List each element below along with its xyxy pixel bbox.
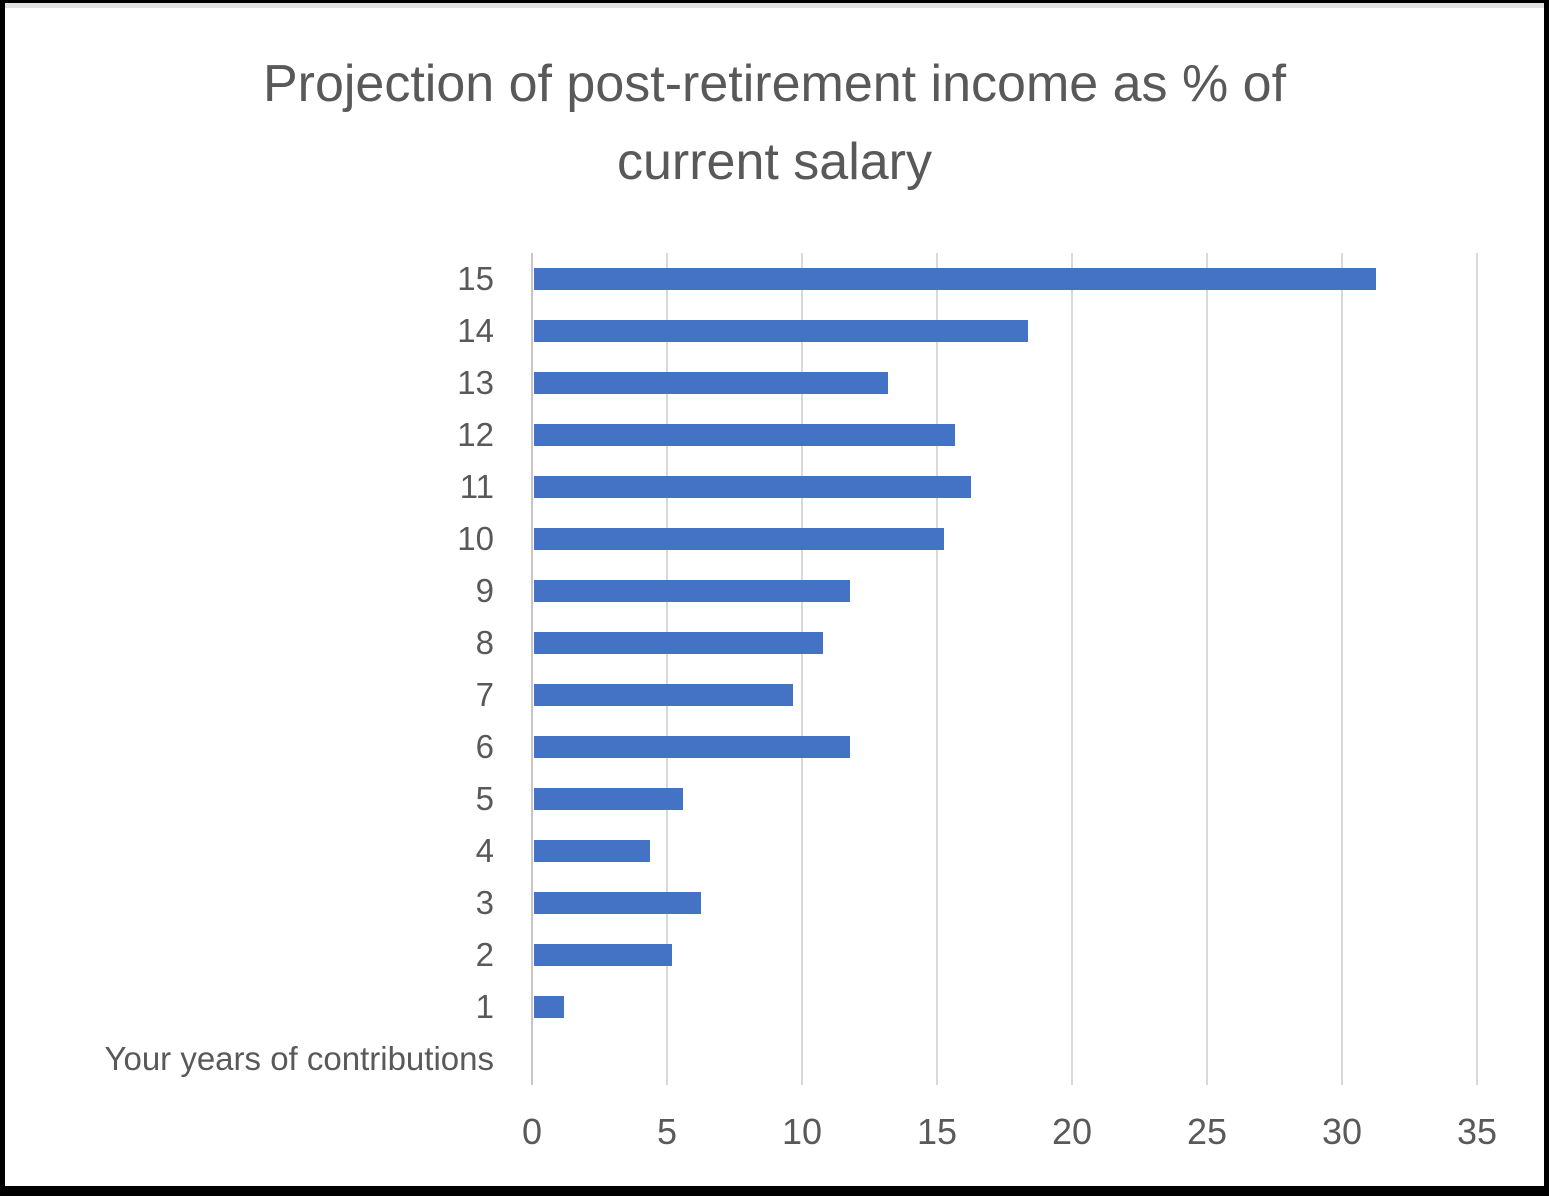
bar-year-12 (534, 424, 955, 446)
bar-year-11 (534, 476, 971, 498)
value-axis-tick-35: 35 (1456, 1111, 1498, 1152)
value-axis-tick-5: 5 (656, 1111, 678, 1152)
gridline (1071, 253, 1073, 1085)
bar-year-3 (534, 892, 701, 914)
category-label-12: 12 (457, 416, 494, 453)
category-label-14: 14 (457, 312, 494, 349)
bar-year-9 (534, 580, 850, 602)
bar-year-13 (534, 372, 888, 394)
value-axis-labels: 0 5 10 15 20 25 30 35 (522, 1111, 1497, 1155)
bar-year-6 (534, 736, 850, 758)
gridline (936, 253, 938, 1085)
window-top-strip (5, 3, 1544, 8)
bar-year-4 (534, 840, 650, 862)
value-axis-tick-10: 10 (781, 1111, 823, 1152)
category-axis-line (531, 253, 533, 1085)
chart-title-line-1: Projection of post-retirement income as … (262, 55, 1287, 113)
bar-year-14 (534, 320, 1028, 342)
category-label-6: 6 (475, 728, 494, 765)
bar-year-15 (534, 268, 1376, 290)
gridline (1341, 253, 1343, 1085)
bar-year-2 (534, 944, 672, 966)
category-axis-labels: 15 14 13 12 11 10 9 8 7 6 5 4 3 2 1 Your years of contr… (5, 253, 494, 1085)
category-label-3: 3 (475, 884, 494, 921)
category-label-9: 9 (475, 572, 494, 609)
category-label-11: 11 (459, 468, 494, 505)
bar-year-7 (534, 684, 793, 706)
gridline (801, 253, 803, 1085)
value-axis-tick-25: 25 (1186, 1111, 1228, 1152)
bar-year-5 (534, 788, 683, 810)
chart-title-line-2: current salary (617, 133, 932, 191)
gridline (1206, 253, 1208, 1085)
category-label-8: 8 (475, 624, 494, 661)
value-axis-tick-30: 30 (1321, 1111, 1363, 1152)
category-label-10: 10 (457, 520, 494, 557)
category-label-5: 5 (475, 780, 494, 817)
category-label-13: 13 (457, 364, 494, 401)
bar-year-10 (534, 528, 944, 550)
value-axis-tick-15: 15 (916, 1111, 958, 1152)
gridline (1476, 253, 1478, 1085)
plot-area (531, 253, 1478, 1085)
category-label-4: 4 (475, 832, 494, 869)
chart-title: Projection of post-retirement income as … (5, 45, 1544, 201)
category-label-2: 2 (475, 936, 494, 973)
gridline (666, 253, 668, 1085)
category-axis-title: Your years of contributions (104, 1040, 494, 1077)
category-label-1: 1 (475, 988, 494, 1025)
bar-year-1 (534, 996, 564, 1018)
value-axis-tick-20: 20 (1051, 1111, 1093, 1152)
bar-year-8 (534, 632, 823, 654)
value-axis-tick-0: 0 (521, 1111, 543, 1152)
category-label-7: 7 (475, 676, 494, 713)
category-label-15: 15 (457, 260, 494, 297)
